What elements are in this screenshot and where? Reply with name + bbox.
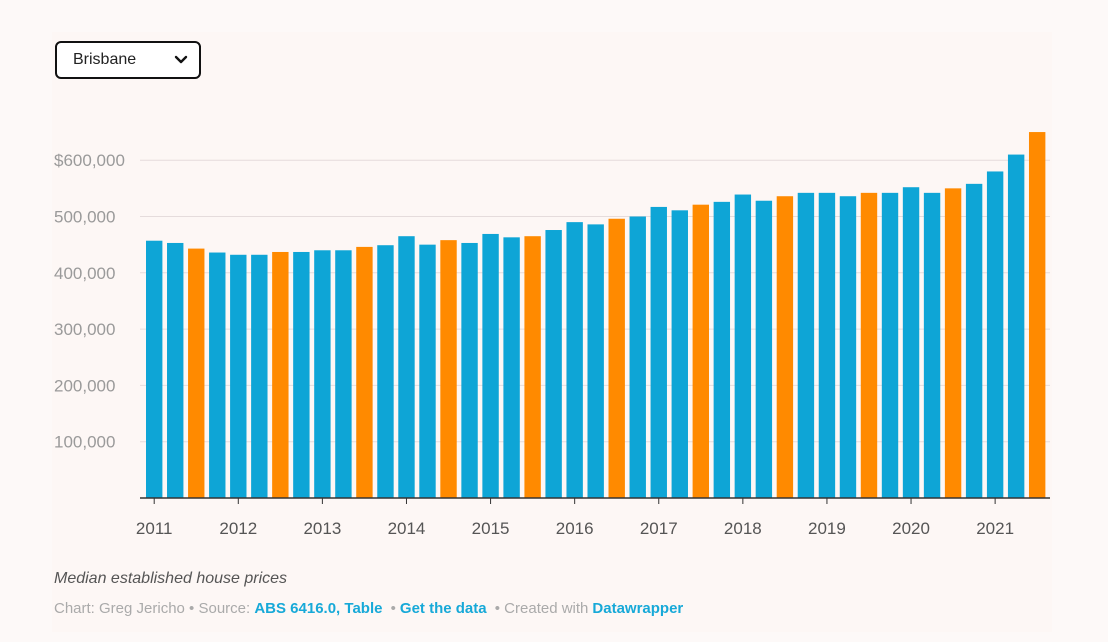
bar-highlight	[1028, 132, 1046, 499]
credit-created-with: • Created with	[494, 600, 589, 617]
x-tick-label: 2018	[724, 519, 762, 538]
get-data-link[interactable]: Get the data	[399, 600, 487, 617]
x-tick-label: 2016	[556, 519, 594, 538]
bar	[482, 233, 499, 498]
bar	[230, 254, 247, 498]
bar	[629, 216, 646, 498]
bar	[167, 242, 184, 498]
chevron-down-icon	[174, 55, 188, 64]
x-tick-label: 2011	[136, 519, 173, 538]
bar	[314, 250, 331, 498]
bar	[797, 192, 815, 498]
chart-credit: Chart: Greg Jericho • Source: ABS 6416.0…	[54, 600, 683, 617]
x-tick-label: 2012	[219, 519, 257, 538]
chart-caption: Median established house prices	[54, 570, 288, 587]
bar	[503, 237, 520, 498]
bar	[902, 187, 920, 498]
bar-highlight	[272, 251, 289, 498]
y-tick-label: 400,000	[54, 264, 115, 283]
x-tick-label: 2013	[303, 519, 341, 538]
bar	[923, 192, 941, 498]
y-tick-label: 500,000	[54, 208, 115, 227]
x-tick-label: 2020	[892, 519, 930, 538]
bar	[209, 252, 226, 498]
bar-highlight	[188, 248, 205, 498]
bar-highlight	[440, 240, 457, 498]
bar-chart: 100,000 200,000 300,000 400,000 500,000 $600,…	[54, 132, 1050, 538]
bar	[650, 206, 667, 498]
credit-prefix: Chart: Greg Jericho • Source:	[54, 600, 255, 617]
datawrapper-link[interactable]: Datawrapper	[592, 600, 684, 617]
bar	[545, 230, 562, 498]
y-tick-label: 200,000	[54, 376, 115, 395]
bar-highlight	[860, 192, 878, 498]
bar	[755, 200, 773, 499]
y-tick-label: 100,000	[54, 433, 115, 452]
x-tick-label: 2014	[388, 519, 426, 538]
bar	[1007, 154, 1025, 498]
bar	[587, 224, 604, 498]
bar-highlight	[776, 196, 794, 499]
bar	[881, 192, 899, 498]
bar	[986, 171, 1004, 498]
bar	[461, 242, 478, 498]
bar	[251, 254, 268, 498]
bar	[419, 244, 436, 498]
bar	[839, 196, 857, 499]
city-dropdown-value: Brisbane	[73, 51, 137, 68]
bar-highlight	[524, 236, 541, 498]
city-dropdown[interactable]: Brisbane	[55, 41, 201, 79]
bar-highlight	[356, 246, 373, 498]
x-tick-label: 2017	[640, 519, 678, 538]
bar	[713, 201, 731, 499]
x-tick-label: 2015	[472, 519, 510, 538]
y-tick-label: 300,000	[54, 320, 115, 339]
bar-highlight	[944, 188, 962, 498]
bar	[293, 251, 310, 498]
bar	[734, 194, 752, 499]
bar	[335, 250, 352, 498]
x-tick-label: 2021	[976, 519, 1014, 538]
bar	[146, 240, 163, 498]
bar	[377, 245, 394, 498]
source-link[interactable]: ABS 6416.0, Table	[254, 600, 383, 617]
bar-highlight	[692, 204, 709, 498]
bar	[818, 192, 836, 498]
bar	[398, 236, 415, 498]
credit-separator: •	[390, 600, 396, 617]
bar-highlight	[608, 218, 625, 498]
x-tick-label: 2019	[808, 519, 846, 538]
bar	[566, 222, 583, 498]
bar	[671, 210, 688, 498]
bar	[965, 183, 983, 498]
y-tick-label: $600,000	[54, 151, 125, 170]
